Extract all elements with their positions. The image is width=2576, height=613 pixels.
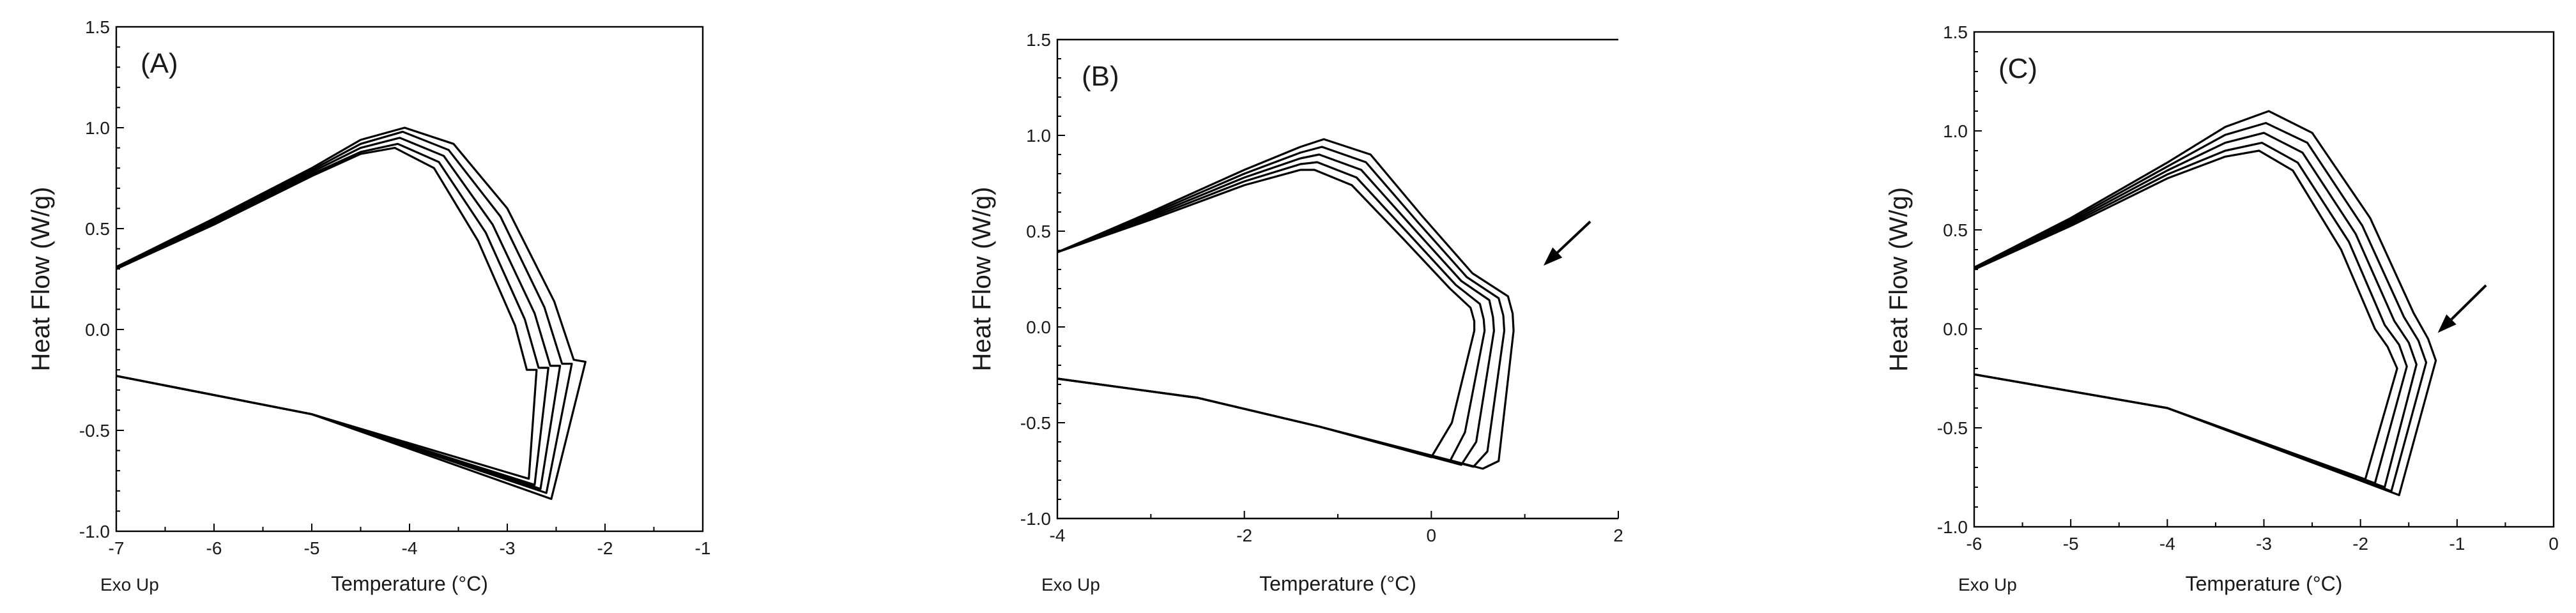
x-tick-label: -5 [2063, 534, 2079, 554]
annotation-arrow [1556, 220, 1591, 254]
y-tick-label: -1.0 [1937, 517, 1968, 537]
y-tick-label: 1.5 [1026, 30, 1051, 50]
annotation-arrow-head [1543, 247, 1563, 266]
y-tick-label: -0.5 [1937, 418, 1968, 438]
x-tick-label: -6 [1966, 534, 1982, 554]
y-tick-label: -1.0 [79, 522, 110, 541]
x-tick-label: -4 [402, 538, 418, 558]
y-tick-label: 0.5 [1943, 220, 1968, 240]
panel-label: (A) [141, 48, 178, 79]
x-tick-label: -3 [500, 538, 516, 558]
x-tick-label: -3 [2256, 534, 2272, 554]
y-tick-label: 0.5 [85, 219, 110, 239]
y-tick-label: 1.5 [85, 17, 110, 37]
y-tick-label: 0.0 [1026, 317, 1051, 337]
series-line-2 [116, 142, 549, 486]
x-axis-title: Temperature (°C) [2186, 572, 2343, 595]
panel-label: (B) [1082, 61, 1119, 92]
exo-up-label: Exo Up [100, 575, 159, 594]
x-tick-label: -2 [597, 538, 613, 558]
y-axis-title: Heat Flow (W/g) [27, 187, 55, 372]
series-line-5 [1974, 110, 2437, 496]
x-tick-label: 0 [1427, 526, 1437, 545]
series-line-3 [1974, 132, 2418, 488]
plot-frame [1973, 31, 2555, 528]
series-line-3 [1057, 153, 1495, 466]
y-tick-label: 0.5 [1026, 222, 1051, 241]
annotation-arrow-head [2437, 314, 2457, 333]
y-axis-title: Heat Flow (W/g) [1885, 187, 1913, 372]
chart-panel-1: -7 -6 -5 -4 -3 -2 -1 -1.0 -0.5 0.0 0.5 1.0 1.5 Temper… [27, 17, 710, 595]
x-tick-label: -4 [2159, 534, 2175, 554]
series-line-5 [116, 126, 586, 500]
y-tick-label: -1.0 [1020, 509, 1051, 529]
chart-panel-3: -6 -5 -4 -3 -2 -1 0 -1.0 -0.5 0.0 0.5 1.0 1.5 Tempera… [1885, 22, 2559, 595]
plot-frame [1056, 38, 1618, 520]
series-line-3 [116, 137, 562, 490]
y-axis-title: Heat Flow (W/g) [968, 187, 996, 372]
x-axis-title: Temperature (°C) [1259, 572, 1416, 595]
series-line-4 [116, 130, 573, 494]
plot-frame [115, 26, 704, 533]
x-tick-label: -2 [2352, 534, 2368, 554]
annotation-arrow [2450, 284, 2487, 321]
x-tick-label: -2 [1236, 526, 1252, 545]
y-tick-label: -0.5 [79, 421, 110, 441]
panel-label: (C) [1998, 53, 2037, 84]
x-tick-label: -6 [206, 538, 222, 558]
x-tick-label: 0 [2549, 534, 2559, 554]
y-tick-label: 1.5 [1943, 22, 1968, 42]
x-tick-label: -7 [109, 538, 125, 558]
series-line-4 [1974, 122, 2428, 492]
exo-up-label: Exo Up [1041, 575, 1100, 594]
y-tick-label: 1.0 [1026, 126, 1051, 146]
y-tick-label: -0.5 [1020, 413, 1051, 433]
x-axis-title: Temperature (°C) [331, 572, 488, 595]
chart-panel-2: -4 -2 0 2 -1.0 -0.5 0.0 0.5 1.0 1.5 Temperature (°… [968, 30, 1623, 595]
x-tick-label: -1 [695, 538, 711, 558]
series-line-1 [116, 147, 538, 480]
y-tick-label: 1.0 [1943, 121, 1968, 141]
x-tick-label: -1 [2449, 534, 2465, 554]
x-tick-label: -5 [304, 538, 320, 558]
y-tick-label: 0.0 [85, 320, 110, 340]
exo-up-label: Exo Up [1958, 575, 2017, 594]
x-tick-label: 2 [1613, 526, 1623, 545]
y-tick-label: 0.0 [1943, 319, 1968, 339]
series-line-4 [1057, 146, 1506, 468]
series-line-5 [1057, 138, 1515, 470]
y-tick-label: 1.0 [85, 118, 110, 138]
x-tick-label: -4 [1050, 526, 1066, 545]
